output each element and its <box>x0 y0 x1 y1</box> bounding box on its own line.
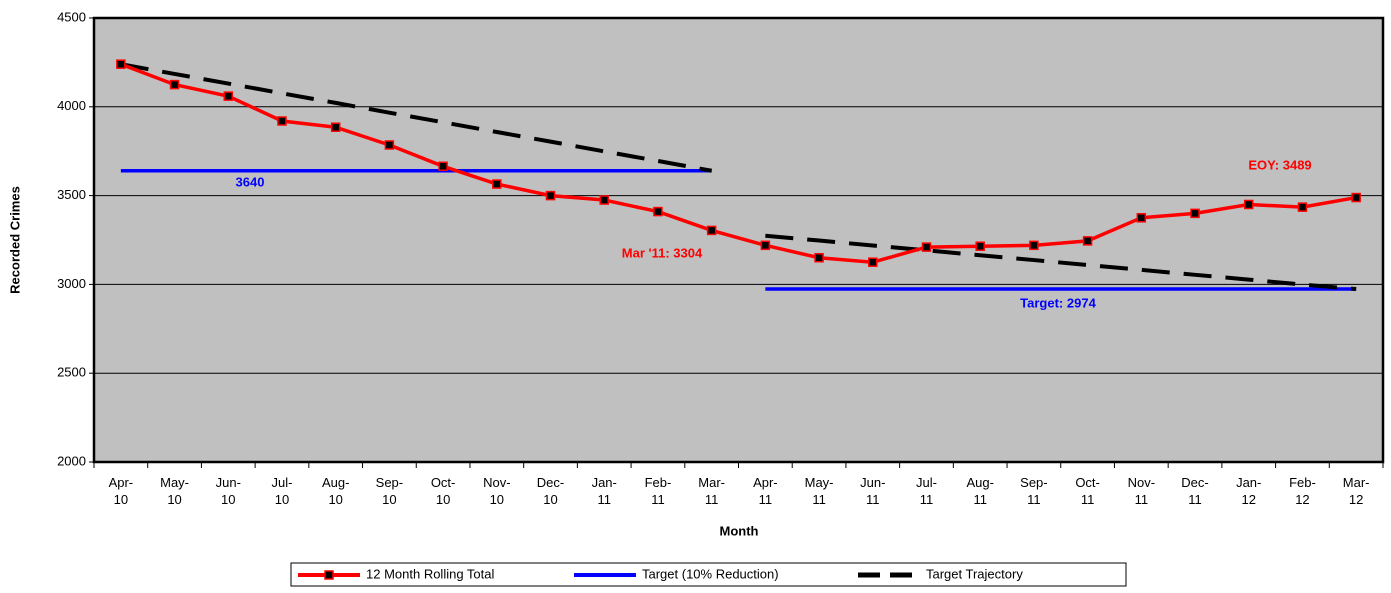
marker <box>599 195 609 205</box>
marker <box>760 240 771 251</box>
marker <box>1136 213 1147 223</box>
marker <box>384 140 395 150</box>
legend-label: 12 Month Rolling Total <box>366 566 495 581</box>
x-axis-label: Month <box>720 523 759 538</box>
x-tick-label: Nov-11 <box>1128 475 1155 507</box>
x-tick-label: Apr-10 <box>109 475 134 507</box>
marker <box>330 122 341 132</box>
x-tick-label: Dec-11 <box>1181 475 1208 507</box>
annotation: Target: 2974 <box>1020 295 1096 310</box>
legend-box <box>290 562 1127 587</box>
legend-label: Target (10% Reduction) <box>642 566 779 581</box>
x-tick-label: Jan-11 <box>592 475 617 507</box>
marker <box>1243 199 1254 210</box>
annotation: EOY: 3489 <box>1248 157 1311 172</box>
y-tick-label: 3000 <box>57 276 86 291</box>
x-tick-label: Sep-11 <box>1020 475 1047 507</box>
y-tick-label: 3500 <box>57 187 86 202</box>
marker <box>438 161 448 172</box>
marker <box>492 179 502 189</box>
x-tick-label: Nov-10 <box>483 475 510 507</box>
marker <box>545 190 556 201</box>
y-tick-label: 4500 <box>57 9 86 24</box>
x-tick-label: Jun-11 <box>860 475 885 507</box>
marker <box>921 242 932 252</box>
marker <box>169 79 180 90</box>
marker <box>116 59 126 69</box>
marker <box>1082 236 1093 246</box>
marker <box>706 225 717 236</box>
x-tick-label: May-11 <box>805 475 834 507</box>
x-tick-label: Jul-10 <box>272 475 293 507</box>
plot-border <box>92 16 1385 464</box>
x-tick-label: Mar-12 <box>1343 475 1370 507</box>
x-tick-label: Sep-10 <box>376 475 403 507</box>
marker <box>814 253 824 263</box>
x-tick-label: May-10 <box>160 475 189 507</box>
x-tick-label: Oct-10 <box>431 475 456 507</box>
x-tick-label: Aug-10 <box>322 475 349 507</box>
y-tick-label: 4000 <box>57 98 86 113</box>
marker <box>223 91 234 101</box>
plot-area <box>94 18 1383 462</box>
marker <box>653 206 663 217</box>
marker <box>1190 208 1200 219</box>
x-tick-label: Jan-12 <box>1236 475 1261 507</box>
legend-label: Target Trajectory <box>926 566 1023 581</box>
x-tick-label: Feb-12 <box>1289 475 1316 507</box>
y-tick-label: 2500 <box>57 365 86 380</box>
marker <box>868 257 878 267</box>
x-tick-label: Feb-11 <box>645 475 672 507</box>
annotation: Mar '11: 3304 <box>622 245 703 260</box>
series-line <box>120 62 1357 264</box>
y-tick-label: 2000 <box>57 453 86 468</box>
marker <box>975 241 985 251</box>
x-tick-label: Oct-11 <box>1075 475 1100 507</box>
x-tick-label: Jun-10 <box>216 475 241 507</box>
marker <box>277 116 287 126</box>
annotation: 3640 <box>236 174 265 189</box>
marker <box>1351 192 1361 203</box>
y-axis-label: Recorded Crimes <box>7 186 22 294</box>
series-line <box>765 233 1357 292</box>
marker <box>1297 202 1308 212</box>
series-line <box>120 62 713 173</box>
x-tick-label: Aug-11 <box>966 475 993 507</box>
x-tick-label: Jul-11 <box>916 475 937 507</box>
x-tick-label: Apr-11 <box>753 475 778 507</box>
x-tick-label: Dec-10 <box>537 475 564 507</box>
legend-marker <box>324 570 334 580</box>
x-tick-label: Mar-11 <box>698 475 725 507</box>
marker <box>1029 240 1039 251</box>
